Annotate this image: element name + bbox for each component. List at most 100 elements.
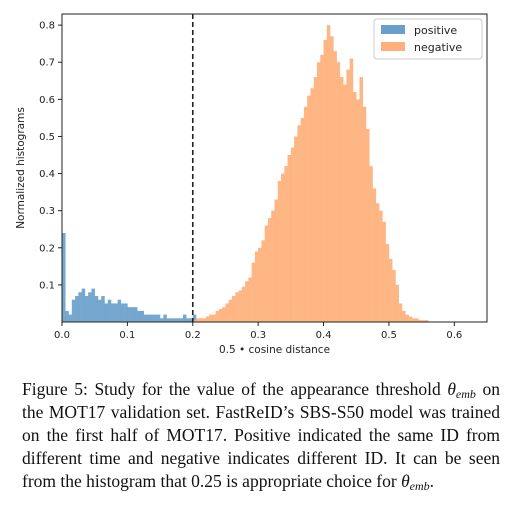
positive-bar — [81, 288, 86, 322]
x-tick-label: 0.3 — [250, 330, 266, 341]
positive-bar — [104, 303, 109, 322]
negative-bar — [349, 58, 354, 322]
negative-bar — [326, 25, 331, 322]
negative-bar — [251, 262, 256, 322]
negative-bar — [388, 258, 393, 322]
positive-bar — [84, 296, 89, 322]
negative-bar — [222, 307, 226, 322]
positive-bar — [169, 318, 174, 322]
positive-bar — [160, 318, 164, 322]
negative-bar — [382, 221, 386, 322]
x-tick-label: 0.1 — [119, 330, 135, 341]
positive-bar — [156, 314, 161, 322]
positive-bar — [97, 299, 102, 322]
y-tick-label: 0.4 — [39, 169, 55, 180]
negative-bar — [310, 88, 314, 322]
positive-bar — [140, 310, 144, 322]
negative-bar — [415, 318, 419, 322]
negative-bar — [375, 203, 380, 322]
negative-bar — [202, 318, 207, 322]
positive-bar — [192, 314, 197, 322]
positive-bar — [101, 296, 105, 322]
negative-bar — [287, 155, 292, 322]
negative-bar — [333, 51, 337, 323]
negative-bar — [212, 314, 216, 322]
negative-bar — [235, 292, 239, 322]
positive-bar — [150, 314, 154, 322]
y-tick-label: 0.5 — [39, 132, 55, 143]
positive-bar — [117, 299, 122, 322]
negative-bar — [294, 136, 298, 322]
negative-bar — [343, 84, 347, 322]
negative-bar — [418, 320, 422, 322]
theta-symbol: θ — [447, 379, 456, 399]
positive-bar — [120, 303, 125, 322]
positive-bar — [124, 303, 128, 322]
positive-bar — [91, 288, 95, 322]
legend-swatch — [381, 42, 405, 51]
negative-bar — [277, 180, 282, 322]
negative-bar — [320, 54, 324, 322]
positive-bar — [147, 314, 151, 322]
negative-bar — [284, 166, 288, 322]
negative-bar — [199, 318, 203, 322]
positive-bar — [130, 307, 135, 322]
negative-bar — [339, 77, 344, 322]
y-tick-label: 0.3 — [39, 206, 55, 217]
negative-bar — [245, 281, 249, 322]
y-axis-label: Normalized histograms — [15, 107, 27, 229]
negative-bar — [271, 210, 275, 322]
negative-bar — [218, 309, 223, 322]
positive-bar — [88, 292, 92, 322]
positive-bar — [71, 299, 76, 322]
positive-bar — [94, 296, 99, 322]
negative-bar — [421, 320, 426, 322]
negative-bar — [372, 188, 377, 322]
negative-bar — [307, 95, 311, 322]
negative-bar — [313, 77, 318, 322]
negative-bar — [323, 39, 328, 322]
negative-bar — [300, 117, 305, 323]
positive-bar — [153, 314, 158, 322]
negative-bar — [411, 318, 416, 322]
negative-bar — [297, 125, 301, 322]
x-tick-label: 0.0 — [54, 330, 70, 341]
negative-bar — [392, 270, 396, 322]
positive-bar — [111, 303, 115, 322]
y-tick-label: 0.1 — [39, 280, 55, 291]
negative-bar — [192, 320, 197, 322]
negative-bar — [232, 296, 236, 322]
negative-series — [192, 25, 429, 323]
y-axis-ticks: 0.1 0.2 0.3 0.4 0.5 0.6 0.7 0.8 — [39, 21, 62, 291]
positive-bar — [182, 314, 187, 322]
negative-bar — [290, 147, 295, 322]
negative-bar — [274, 199, 279, 322]
negative-bar — [261, 240, 265, 322]
positive-bar — [163, 314, 167, 322]
positive-bar — [133, 307, 138, 322]
negative-bar — [267, 218, 272, 322]
negative-bar — [215, 310, 220, 322]
positive-bar — [114, 303, 118, 322]
negative-bar — [228, 299, 233, 322]
negative-bar — [225, 303, 229, 322]
positive-bar — [107, 299, 112, 322]
negative-bar — [241, 286, 246, 322]
figure-caption: Figure 5: Study for the value of the app… — [22, 378, 500, 493]
positive-bar — [179, 318, 184, 322]
y-tick-label: 0.8 — [39, 21, 55, 32]
negative-bar — [402, 310, 406, 322]
positive-bar — [186, 318, 190, 322]
x-axis-ticks: 0.0 0.1 0.2 0.3 0.4 0.5 0.6 — [54, 322, 462, 341]
negative-bar — [303, 106, 308, 323]
negative-bar — [330, 36, 334, 323]
negative-bar — [395, 284, 399, 322]
negative-bar — [248, 277, 252, 322]
negative-bar — [352, 91, 357, 323]
positive-bar — [189, 318, 194, 322]
negative-bar — [281, 173, 285, 322]
negative-bar — [258, 247, 262, 322]
negative-bar — [398, 303, 403, 322]
positive-bar — [62, 232, 66, 322]
caption-part-2: on the MOT17 validation set. FastReID’s … — [22, 379, 500, 491]
